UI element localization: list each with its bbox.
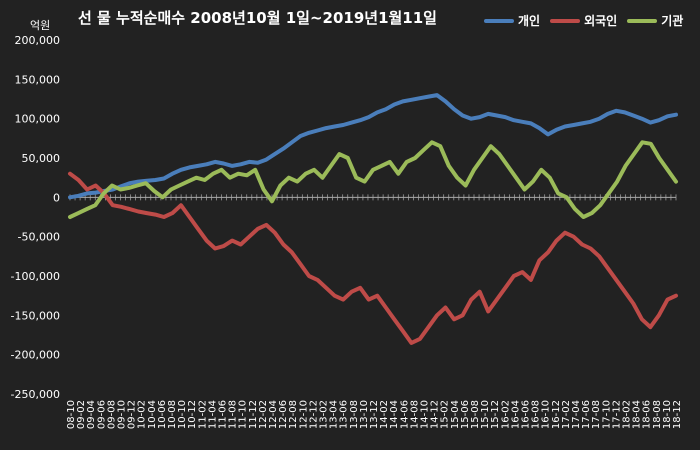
x-tick-label: 14-06 <box>399 400 410 429</box>
x-tick-label: 17-06 <box>581 400 592 429</box>
y-tick-label: 200,000 <box>15 34 61 47</box>
x-tick-label: 12-12 <box>308 400 319 429</box>
x-tick-label: 12-04 <box>268 400 279 429</box>
x-tick-label: 15-04 <box>450 400 461 429</box>
x-tick-label: 13-10 <box>359 400 370 429</box>
x-tick-label: 15-08 <box>470 400 481 429</box>
x-tick-label: 10-06 <box>157 400 168 429</box>
x-tick-label: 16-06 <box>521 400 532 429</box>
x-tick-label: 13-02 <box>319 400 330 429</box>
y-axis-ticks: 200,000 150,000 100,000 50,000 0 -50,000 -100,… <box>11 34 60 401</box>
legend-item-foreign: 외국인 <box>550 12 617 29</box>
x-tick-label: 15-12 <box>490 400 501 429</box>
x-tick-label: 17-10 <box>601 400 612 429</box>
zero-line-ticks <box>69 194 677 201</box>
x-tick-label: 18-10 <box>662 400 673 429</box>
x-tick-label: 09-06 <box>96 400 107 429</box>
y-tick-label: 50,000 <box>22 152 61 165</box>
x-tick-label: 16-04 <box>510 400 521 429</box>
legend-swatch-foreign <box>550 18 581 23</box>
x-tick-label: 08-10 <box>66 400 77 429</box>
x-tick-label: 13-06 <box>339 400 350 429</box>
x-tick-label: 09-02 <box>76 400 87 429</box>
y-tick-label: 0 <box>53 191 60 204</box>
x-tick-label: 11-12 <box>248 400 259 429</box>
x-tick-label: 12-02 <box>258 400 269 429</box>
y-tick-label: 150,000 <box>15 73 61 86</box>
x-tick-label: 15-02 <box>440 400 451 429</box>
x-tick-label: 18-08 <box>652 400 663 429</box>
y-tick-label: -200,000 <box>11 349 60 362</box>
x-tick-label: 13-12 <box>369 400 380 429</box>
chart-title: 선 물 누적순매수 2008년10월 1일~2019년1월11일 <box>78 9 437 27</box>
x-tick-label: 17-04 <box>571 400 582 429</box>
legend-label-foreign: 외국인 <box>584 14 618 28</box>
x-tick-label: 12-10 <box>298 400 309 429</box>
series-line-institution <box>68 140 678 219</box>
x-tick-label: 14-10 <box>420 400 431 429</box>
x-tick-label: 09-12 <box>127 400 138 429</box>
x-tick-label: 17-02 <box>561 400 572 429</box>
series-line-individual <box>68 93 678 200</box>
series-lines <box>68 93 678 345</box>
y-tick-label: -50,000 <box>18 231 60 244</box>
x-tick-label: 13-04 <box>329 400 340 429</box>
x-tick-label: 09-10 <box>117 400 128 429</box>
x-tick-label: 18-02 <box>622 400 633 429</box>
x-tick-label: 09-08 <box>106 400 117 429</box>
y-tick-label: 100,000 <box>15 113 61 126</box>
x-tick-label: 15-06 <box>460 400 471 429</box>
x-tick-label: 11-06 <box>218 400 229 429</box>
x-tick-label: 11-10 <box>238 400 249 429</box>
x-tick-label: 18-06 <box>642 400 653 429</box>
x-tick-label: 12-08 <box>288 400 299 429</box>
x-tick-label: 14-02 <box>379 400 390 429</box>
x-tick-label: 11-04 <box>207 400 218 429</box>
x-tick-label: 12-06 <box>278 400 289 429</box>
x-tick-label: 14-08 <box>409 400 420 429</box>
x-tick-label: 11-02 <box>197 400 208 429</box>
series-line-foreign <box>68 171 678 345</box>
x-tick-label: 16-08 <box>531 400 542 429</box>
legend-label-individual: 개인 <box>518 14 541 28</box>
x-tick-label: 18-12 <box>672 400 683 429</box>
x-tick-label: 10-12 <box>187 400 198 429</box>
legend: 개인 외국인 기관 <box>484 12 683 29</box>
y-tick-label: -100,000 <box>11 270 60 283</box>
x-tick-label: 10-08 <box>167 400 178 429</box>
legend-item-institution: 기관 <box>627 12 683 29</box>
x-tick-label: 13-08 <box>349 400 360 429</box>
x-tick-label: 16-10 <box>541 400 552 429</box>
x-tick-label: 11-08 <box>228 400 239 429</box>
x-tick-label: 09-04 <box>86 400 97 429</box>
legend-item-individual: 개인 <box>484 12 540 29</box>
x-tick-label: 15-10 <box>480 400 491 429</box>
y-tick-label: -250,000 <box>11 388 60 401</box>
x-tick-label: 16-02 <box>500 400 511 429</box>
x-tick-label: 14-04 <box>389 400 400 429</box>
x-tick-label: 17-12 <box>611 400 622 429</box>
x-tick-label: 14-12 <box>430 400 441 429</box>
x-tick-label: 10-04 <box>147 400 158 429</box>
x-tick-label: 17-08 <box>591 400 602 429</box>
y-axis-unit-label: 억원 <box>30 19 50 32</box>
x-axis-ticks: 08-10 09-02 09-04 09-06 09-08 09-10 09-12 10-02… <box>66 400 683 429</box>
y-tick-label: -150,000 <box>11 309 60 322</box>
x-tick-label: 10-10 <box>177 400 188 429</box>
legend-swatch-individual <box>484 18 514 23</box>
legend-swatch-institution <box>627 18 658 23</box>
x-tick-label: 10-02 <box>137 400 148 429</box>
x-tick-label: 18-04 <box>632 400 643 429</box>
legend-label-institution: 기관 <box>661 14 684 28</box>
x-tick-label: 16-12 <box>551 400 562 429</box>
